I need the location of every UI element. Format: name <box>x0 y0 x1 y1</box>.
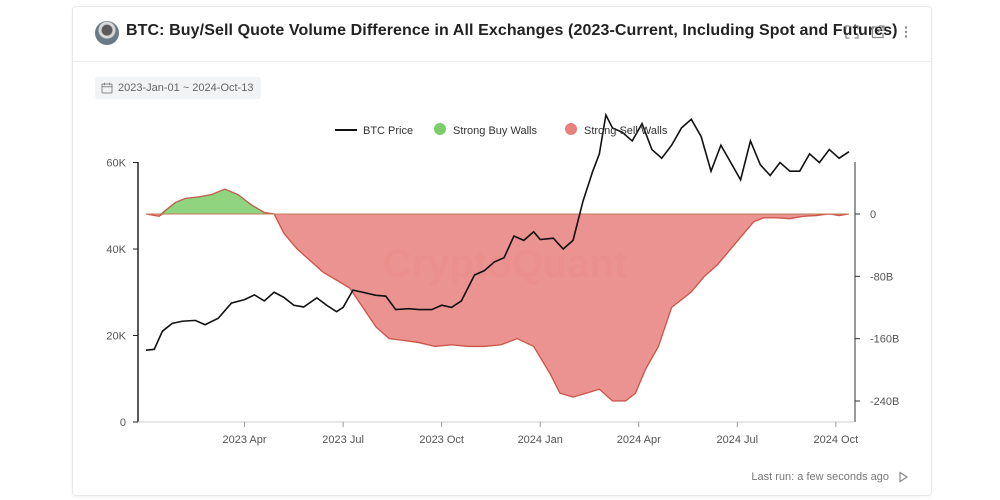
x-tick-label: 2023 Oct <box>419 434 464 446</box>
chart-title: BTC: Buy/Sell Quote Volume Difference in… <box>126 22 898 39</box>
author-avatar[interactable] <box>95 21 119 45</box>
legend-strong-sell-walls-marker <box>565 123 577 135</box>
sell-walls-area <box>146 214 849 401</box>
legend-strong-buy-walls: Strong Buy Walls <box>453 125 537 137</box>
x-tick-label: 2023 Jul <box>322 434 364 446</box>
calendar-icon <box>101 82 113 94</box>
legend-strong-buy-walls-marker <box>434 123 446 135</box>
date-range-filter[interactable]: 2023-Jan-01 ~ 2024-Oct-13 <box>95 77 262 99</box>
left-tick-label: 40K <box>106 244 126 256</box>
x-tick-label: 2024 Oct <box>814 434 859 446</box>
chart-area: CryptoQuant020K40K60K0-80B-160B-240B2023… <box>106 112 899 446</box>
left-tick-label: 20K <box>106 331 126 343</box>
legend-btc-price: BTC Price <box>363 125 413 137</box>
x-tick-label: 2024 Jan <box>518 434 563 446</box>
walls-edge-line <box>145 188 850 402</box>
more-vert-icon[interactable] <box>897 23 915 41</box>
x-tick-label: 2024 Apr <box>617 434 661 446</box>
play-icon[interactable] <box>897 471 909 483</box>
btc-price-line <box>145 112 850 352</box>
buy-walls-area <box>146 189 849 214</box>
left-tick-label: 0 <box>120 417 126 429</box>
fullscreen-icon[interactable] <box>843 23 861 41</box>
right-tick-label: -160B <box>870 334 899 346</box>
legend-strong-sell-walls: Strong Sell Walls <box>584 125 668 137</box>
date-range-text: 2023-Jan-01 ~ 2024-Oct-13 <box>118 82 254 94</box>
x-tick-label: 2024 Jul <box>717 434 759 446</box>
x-tick-label: 2023 Apr <box>223 434 267 446</box>
card-header: BTC: Buy/Sell Quote Volume Difference in… <box>73 7 931 62</box>
left-tick-label: 60K <box>106 158 126 170</box>
last-run-text: Last run: a few seconds ago <box>751 471 889 483</box>
right-tick-label: -80B <box>870 271 893 283</box>
card-footer: Last run: a few seconds ago <box>751 471 909 483</box>
external-link-icon[interactable] <box>869 23 887 41</box>
chart-card: BTC: Buy/Sell Quote Volume Difference in… <box>72 6 932 496</box>
right-tick-label: -240B <box>870 396 899 408</box>
right-tick-label: 0 <box>870 209 876 221</box>
